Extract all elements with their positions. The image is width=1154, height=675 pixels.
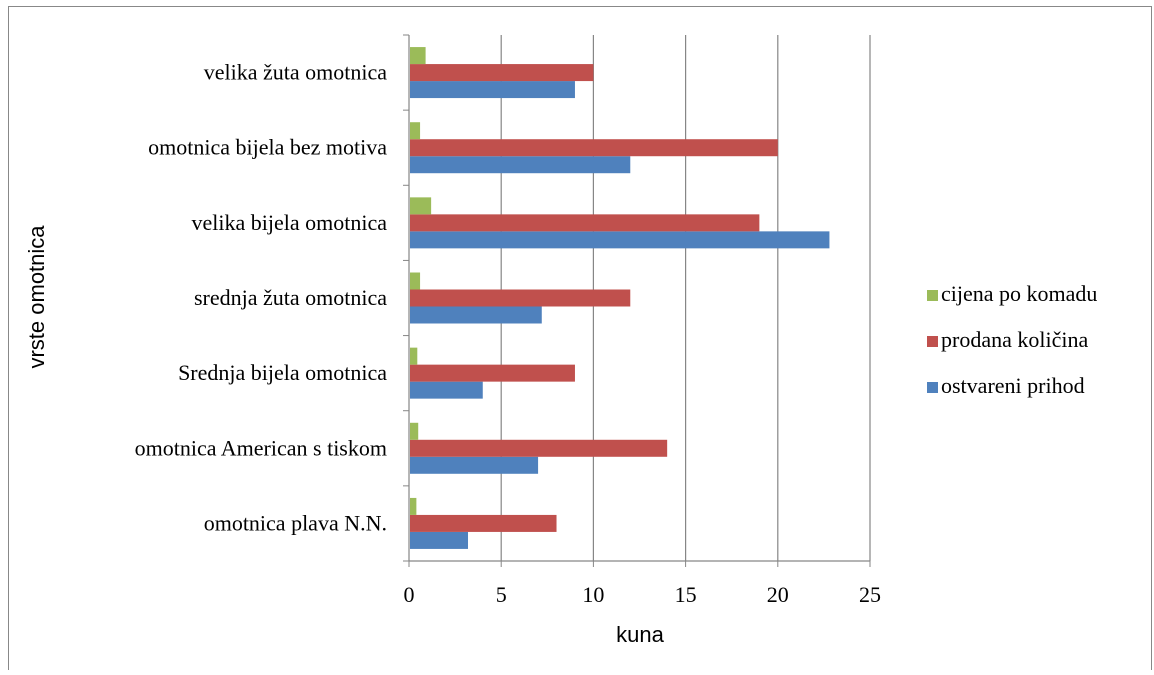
category-labels: omotnica plava N.N. omotnica American s t…: [135, 60, 388, 536]
bar: [410, 439, 668, 457]
bar: [410, 531, 469, 549]
y-axis-title: vrste omotnica: [24, 225, 49, 369]
bar: [410, 156, 631, 174]
category-label: omotnica bijela bez motiva: [148, 135, 387, 160]
bars: [410, 47, 830, 549]
category-label: omotnica American s tiskom: [135, 435, 387, 460]
bar: [410, 422, 419, 440]
bar: [410, 139, 778, 157]
bar: [410, 64, 594, 82]
legend-label: ostvareni prihod: [941, 373, 1085, 398]
legend-swatch: [927, 382, 938, 393]
x-tick-labels: 0 5 10 15 20 25: [404, 582, 882, 607]
legend: cijena po komadu prodana količina ostvaren…: [927, 281, 1097, 398]
x-tick-label: 15: [675, 582, 697, 607]
bar: [410, 214, 760, 232]
chart-frame: [8, 6, 1152, 670]
x-axis-title: kuna: [616, 622, 664, 647]
x-tick-label: 20: [767, 582, 789, 607]
category-label: velika žuta omotnica: [204, 60, 387, 85]
bar: [410, 514, 557, 532]
category-label: Srednja bijela omotnica: [178, 360, 387, 385]
x-tick-label: 5: [496, 582, 507, 607]
bar: [410, 381, 483, 399]
legend-label: prodana količina: [941, 327, 1088, 352]
bar: [410, 272, 421, 290]
bar: [410, 122, 421, 140]
bar: [410, 456, 539, 474]
bar: [410, 347, 418, 365]
bar: [410, 306, 542, 324]
category-label: velika bijela omotnica: [192, 210, 388, 235]
bar: [410, 231, 830, 249]
axes: [403, 34, 871, 567]
category-label: omotnica plava N.N.: [204, 510, 387, 535]
legend-label: cijena po komadu: [941, 281, 1097, 306]
bar: [410, 197, 432, 215]
bar: [410, 47, 426, 65]
x-tick-label: 10: [582, 582, 604, 607]
category-label: srednja žuta omotnica: [194, 285, 387, 310]
x-tick-label: 0: [404, 582, 415, 607]
x-tick-label: 25: [859, 582, 881, 607]
legend-swatch: [927, 290, 938, 301]
bar: [410, 289, 631, 307]
bar: [410, 497, 417, 515]
bar: [410, 364, 575, 382]
bar: [410, 81, 575, 99]
legend-swatch: [927, 336, 938, 347]
